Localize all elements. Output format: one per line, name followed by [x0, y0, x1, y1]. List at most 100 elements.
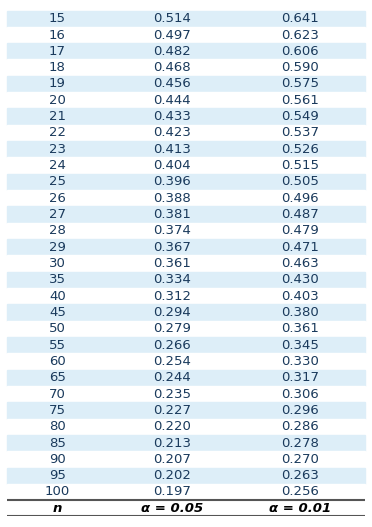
Text: 0.403: 0.403 [281, 290, 319, 302]
Text: 0.361: 0.361 [153, 257, 191, 270]
Text: 0.463: 0.463 [281, 257, 319, 270]
Bar [7, 402, 365, 418]
Bar [7, 27, 365, 43]
Text: 0.334: 0.334 [153, 274, 191, 286]
Text: 55: 55 [49, 339, 66, 352]
Text: 90: 90 [49, 453, 66, 466]
Text: 0.220: 0.220 [153, 420, 191, 433]
Text: 15: 15 [49, 12, 66, 25]
Text: 0.487: 0.487 [281, 208, 319, 221]
Text: 0.294: 0.294 [153, 306, 190, 319]
Bar [7, 288, 365, 304]
Bar [7, 76, 365, 92]
Text: 100: 100 [45, 485, 70, 499]
Text: 0.396: 0.396 [153, 175, 190, 188]
Bar [7, 223, 365, 239]
Bar [7, 337, 365, 353]
Text: 0.479: 0.479 [281, 225, 319, 237]
Text: 0.312: 0.312 [153, 290, 191, 302]
Text: 25: 25 [49, 175, 66, 188]
Bar [7, 500, 365, 516]
Text: 0.367: 0.367 [153, 241, 191, 253]
Text: 0.537: 0.537 [281, 126, 319, 140]
Bar [7, 353, 365, 369]
Text: 0.381: 0.381 [153, 208, 191, 221]
Bar [7, 435, 365, 451]
Text: 0.549: 0.549 [281, 110, 319, 123]
Text: 0.606: 0.606 [282, 45, 319, 58]
Text: 0.278: 0.278 [281, 436, 319, 450]
Text: 26: 26 [49, 192, 66, 204]
Text: 0.256: 0.256 [281, 485, 319, 499]
Text: 0.266: 0.266 [153, 339, 190, 352]
Text: 0.213: 0.213 [153, 436, 191, 450]
Text: 0.433: 0.433 [153, 110, 191, 123]
Text: 0.456: 0.456 [153, 77, 190, 91]
Text: 0.254: 0.254 [153, 355, 191, 368]
Text: 0.471: 0.471 [281, 241, 319, 253]
Text: 22: 22 [49, 126, 66, 140]
Text: 20: 20 [49, 94, 66, 107]
Bar [7, 158, 365, 174]
Bar [7, 11, 365, 27]
Text: 0.388: 0.388 [153, 192, 190, 204]
Text: 0.623: 0.623 [281, 28, 319, 42]
Bar [7, 386, 365, 402]
Bar [7, 271, 365, 288]
Text: 0.404: 0.404 [153, 159, 190, 172]
Text: 0.296: 0.296 [281, 404, 319, 417]
Text: 0.279: 0.279 [153, 323, 191, 335]
Text: 0.207: 0.207 [153, 453, 191, 466]
Text: 0.575: 0.575 [281, 77, 319, 91]
Text: 0.270: 0.270 [281, 453, 319, 466]
Text: 70: 70 [49, 387, 66, 401]
Text: 50: 50 [49, 323, 66, 335]
Text: 0.515: 0.515 [281, 159, 319, 172]
Text: 30: 30 [49, 257, 66, 270]
Text: 95: 95 [49, 469, 66, 482]
Text: 0.345: 0.345 [281, 339, 319, 352]
Text: 29: 29 [49, 241, 66, 253]
Text: 19: 19 [49, 77, 66, 91]
Text: 18: 18 [49, 61, 66, 74]
Text: 85: 85 [49, 436, 66, 450]
Text: 0.482: 0.482 [153, 45, 190, 58]
Text: 0.641: 0.641 [281, 12, 319, 25]
Bar [7, 304, 365, 320]
Text: 0.444: 0.444 [153, 94, 190, 107]
Text: 0.514: 0.514 [153, 12, 191, 25]
Text: 16: 16 [49, 28, 66, 42]
Bar [7, 369, 365, 386]
Text: 0.227: 0.227 [153, 404, 191, 417]
Text: 0.202: 0.202 [153, 469, 191, 482]
Text: α = 0.05: α = 0.05 [141, 502, 203, 515]
Text: 21: 21 [49, 110, 66, 123]
Text: 35: 35 [49, 274, 66, 286]
Bar [7, 467, 365, 484]
Text: 40: 40 [49, 290, 66, 302]
Bar [7, 320, 365, 337]
Text: 0.561: 0.561 [281, 94, 319, 107]
Bar [7, 174, 365, 190]
Bar [7, 141, 365, 158]
Text: 45: 45 [49, 306, 66, 319]
Text: 0.361: 0.361 [281, 323, 319, 335]
Bar [7, 92, 365, 109]
Text: 0.317: 0.317 [281, 371, 319, 384]
Text: 28: 28 [49, 225, 66, 237]
Text: 0.413: 0.413 [153, 143, 191, 156]
Text: 0.306: 0.306 [281, 387, 319, 401]
Text: n: n [53, 502, 62, 515]
Text: 0.244: 0.244 [153, 371, 190, 384]
Text: 0.380: 0.380 [281, 306, 319, 319]
Text: α = 0.01: α = 0.01 [269, 502, 331, 515]
Text: 0.263: 0.263 [281, 469, 319, 482]
Text: 60: 60 [49, 355, 66, 368]
Text: 80: 80 [49, 420, 66, 433]
Bar [7, 239, 365, 256]
Text: 0.235: 0.235 [153, 387, 191, 401]
Text: 0.330: 0.330 [281, 355, 319, 368]
Text: 0.505: 0.505 [281, 175, 319, 188]
Text: 0.430: 0.430 [281, 274, 319, 286]
Bar [7, 207, 365, 223]
